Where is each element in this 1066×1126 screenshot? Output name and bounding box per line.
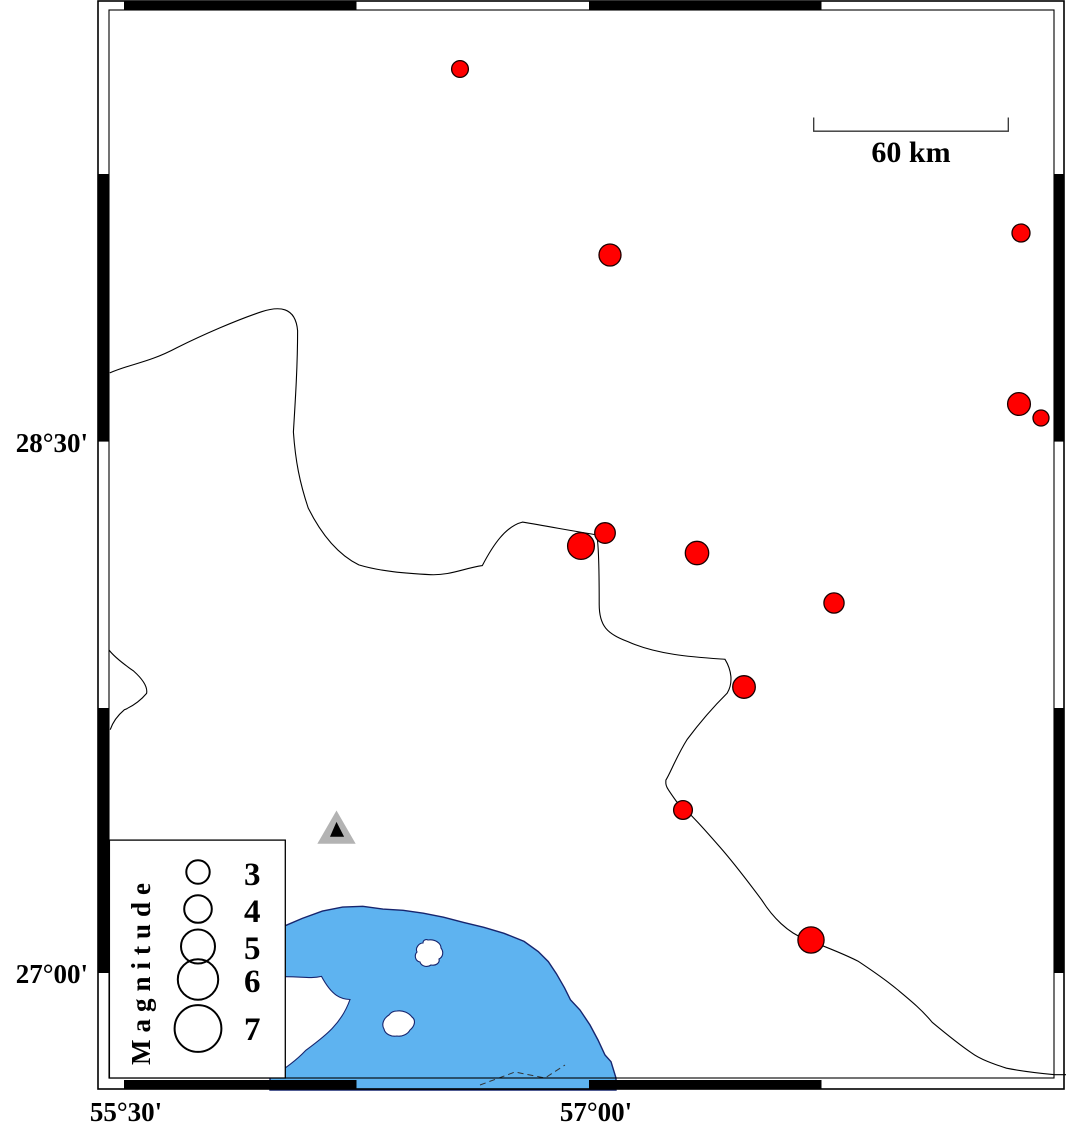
svg-text:57°00': 57°00'	[560, 1097, 632, 1126]
svg-text:Magnitude: Magnitude	[126, 876, 156, 1065]
svg-text:6: 6	[244, 964, 261, 1000]
svg-text:7: 7	[244, 1012, 261, 1048]
svg-text:5: 5	[244, 931, 261, 967]
svg-text:3: 3	[244, 857, 261, 893]
svg-text:60 km: 60 km	[871, 136, 950, 169]
svg-text:55°30': 55°30'	[90, 1097, 162, 1126]
svg-text:27°00': 27°00'	[16, 959, 88, 989]
svg-text:28°30': 28°30'	[16, 428, 88, 458]
svg-text:4: 4	[244, 894, 261, 930]
